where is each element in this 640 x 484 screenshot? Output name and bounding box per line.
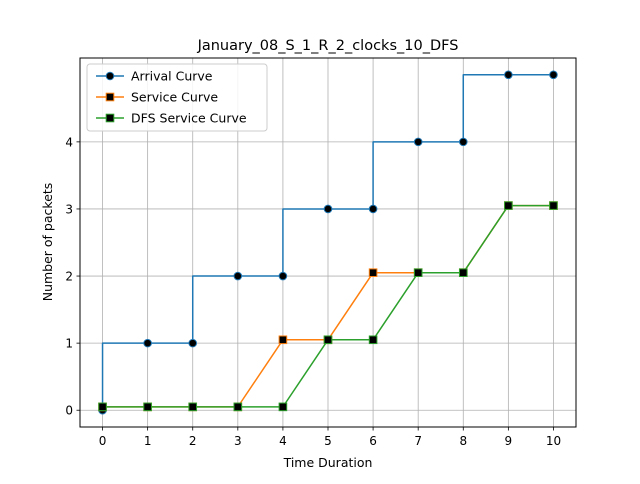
x-tick-label: 2 <box>189 434 197 448</box>
x-tick-label: 10 <box>546 434 561 448</box>
data-point-marker <box>233 402 243 412</box>
x-tick-label: 7 <box>414 434 422 448</box>
x-tick-label: 4 <box>279 434 287 448</box>
data-point-marker <box>368 335 378 345</box>
data-point-marker <box>504 201 513 210</box>
data-point-marker <box>98 402 107 412</box>
legend-marker <box>105 92 115 102</box>
data-point-marker <box>323 335 333 345</box>
data-point-marker <box>278 402 288 412</box>
y-tick-label: 0 <box>65 404 73 418</box>
data-point-marker <box>323 204 333 214</box>
y-tick-label: 4 <box>65 135 73 149</box>
series-layer <box>98 70 558 415</box>
data-point-marker <box>368 204 378 214</box>
data-point-marker <box>549 201 558 210</box>
data-point-marker <box>278 335 288 345</box>
series-line <box>101 74 554 411</box>
legend: Arrival Curve Service Curve DFS Service Cu… <box>86 63 268 132</box>
x-axis-label: Time Duration <box>283 455 373 470</box>
data-point-marker <box>143 338 152 348</box>
x-tick-label: 6 <box>369 434 377 448</box>
legend-marker <box>105 71 115 81</box>
data-point-marker <box>368 268 378 277</box>
data-point-marker <box>458 137 468 147</box>
data-point-marker <box>549 70 558 80</box>
legend-frame <box>86 63 268 132</box>
legend-label: Service Curve <box>131 90 218 105</box>
y-axis-label: Number of packets <box>40 183 55 302</box>
legend-label: Arrival Curve <box>131 69 213 84</box>
x-tick-label: 3 <box>234 434 242 448</box>
data-point-marker <box>143 402 152 412</box>
data-point-marker <box>233 271 243 281</box>
chart-title: January_08_S_1_R_2_clocks_10_DFS <box>197 38 459 54</box>
data-point-marker <box>458 268 468 277</box>
ticks-layer: 0 1 2 3 4 5 6 7 8 9 10 0 1 2 3 4 <box>65 135 561 448</box>
y-tick-label: 3 <box>65 202 73 216</box>
x-tick-label: 9 <box>505 434 513 448</box>
data-point-marker <box>413 268 423 277</box>
legend-label: DFS Service Curve <box>131 111 247 126</box>
x-tick-label: 8 <box>459 434 467 448</box>
data-point-marker <box>504 70 513 80</box>
y-tick-label: 1 <box>65 337 73 351</box>
x-tick-label: 5 <box>324 434 332 448</box>
data-point-marker <box>413 137 423 147</box>
data-point-marker <box>188 402 198 412</box>
y-tick-label: 2 <box>65 270 73 284</box>
data-point-marker <box>188 338 198 348</box>
legend-marker <box>105 113 115 123</box>
x-tick-label: 1 <box>144 434 152 448</box>
x-tick-label: 0 <box>99 434 107 448</box>
series-dfs-service-curve <box>98 201 558 412</box>
data-point-marker <box>278 271 288 281</box>
